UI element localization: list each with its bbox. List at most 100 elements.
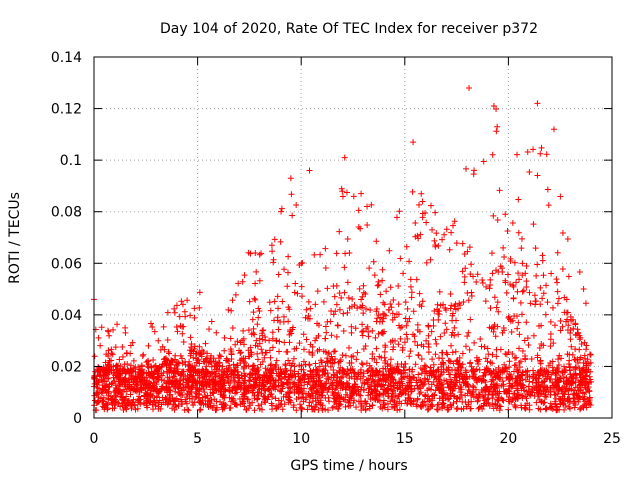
data-point (333, 333, 340, 340)
data-point (387, 398, 394, 405)
data-point (366, 403, 373, 410)
data-point (466, 84, 473, 91)
data-point (125, 369, 132, 376)
data-point (240, 389, 247, 396)
data-point (430, 361, 437, 368)
data-point (523, 278, 530, 285)
data-point (116, 356, 123, 363)
data-point (190, 366, 197, 373)
data-point (254, 389, 261, 396)
data-point (567, 405, 574, 412)
data-point (176, 313, 183, 320)
data-point (255, 305, 262, 312)
data-point (322, 245, 329, 252)
data-point (283, 391, 290, 398)
data-point (269, 344, 276, 351)
data-point (150, 375, 157, 382)
data-point (177, 372, 184, 379)
data-point (488, 383, 495, 390)
data-point (436, 308, 443, 315)
data-point (512, 380, 519, 387)
data-point (149, 371, 156, 378)
data-point (389, 316, 396, 323)
data-point (369, 327, 376, 334)
data-point (291, 368, 298, 375)
data-point (282, 365, 289, 372)
data-point (454, 405, 461, 412)
data-point (448, 378, 455, 385)
data-point (377, 291, 384, 298)
data-point (563, 375, 570, 382)
data-point (506, 313, 513, 320)
data-point (324, 285, 331, 292)
data-point (109, 397, 116, 404)
data-point (336, 378, 343, 385)
data-point (385, 390, 392, 397)
data-point (539, 295, 546, 302)
data-point (357, 303, 364, 310)
data-point (252, 296, 259, 303)
data-point (206, 398, 213, 405)
data-point (348, 323, 355, 330)
data-point (165, 397, 172, 404)
data-point (494, 123, 501, 130)
data-point (187, 364, 194, 371)
data-point (501, 254, 508, 261)
data-point (410, 308, 417, 315)
data-point (523, 283, 530, 290)
data-point (190, 382, 197, 389)
data-point (471, 375, 478, 382)
data-point (320, 387, 327, 394)
data-point (306, 167, 313, 174)
data-point (315, 322, 322, 329)
data-point (354, 305, 361, 312)
data-point (315, 373, 322, 380)
data-point (443, 326, 450, 333)
data-point (421, 362, 428, 369)
data-point (160, 361, 167, 368)
data-point (231, 367, 238, 374)
data-point (423, 368, 430, 375)
data-point (479, 277, 486, 284)
data-point (373, 306, 380, 313)
data-point (336, 358, 343, 365)
data-point (412, 233, 419, 240)
data-point (481, 377, 488, 384)
data-point (258, 385, 265, 392)
data-point (301, 371, 308, 378)
data-point (576, 406, 583, 413)
data-point (169, 377, 176, 384)
data-point (259, 336, 266, 343)
data-point (309, 351, 316, 358)
data-point (372, 387, 379, 394)
data-point (123, 406, 130, 413)
data-point (153, 381, 160, 388)
data-point (217, 388, 224, 395)
data-point (264, 372, 271, 379)
data-point (271, 236, 278, 243)
data-point (489, 151, 496, 158)
data-point (339, 352, 346, 359)
data-point (168, 364, 175, 371)
data-point (174, 328, 181, 335)
data-point (382, 357, 389, 364)
data-point (130, 357, 137, 364)
data-point (414, 342, 421, 349)
data-point (245, 377, 252, 384)
data-point (516, 364, 523, 371)
data-point (489, 376, 496, 383)
data-point (505, 349, 512, 356)
data-point (105, 375, 112, 382)
data-point (285, 357, 292, 364)
data-point (452, 306, 459, 313)
data-point (358, 328, 365, 335)
data-point (446, 358, 453, 365)
data-point (412, 220, 419, 227)
data-point (406, 366, 413, 373)
data-point (208, 352, 215, 359)
data-point (509, 317, 516, 324)
data-point (105, 367, 112, 374)
data-point (137, 384, 144, 391)
data-point (184, 406, 191, 413)
data-point (587, 376, 594, 383)
